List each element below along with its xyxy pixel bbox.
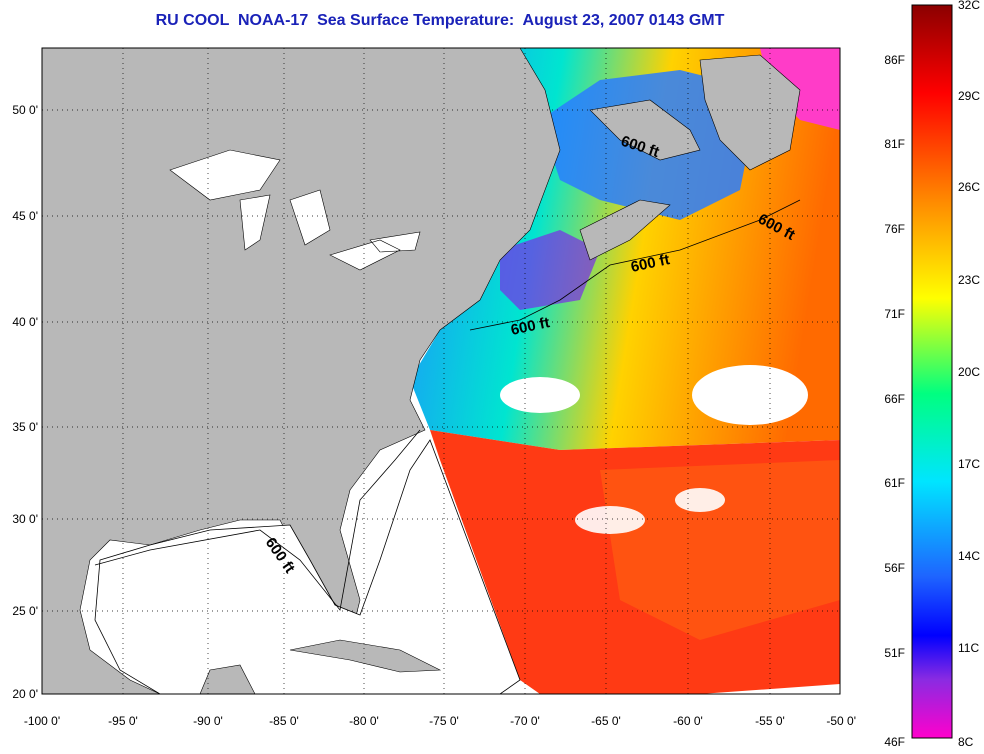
- longitude-tick-label: -65 0': [591, 714, 621, 728]
- colorbar-fahrenheit-label: 66F: [884, 392, 905, 406]
- map-title: RU COOL NOAA-17 Sea Surface Temperature:…: [155, 12, 725, 29]
- longitude-tick-label: -75 0': [429, 714, 459, 728]
- colorbar-celsius-label: 32C: [958, 0, 980, 12]
- colorbar-labels: 86F 81F 76F 71F 66F 61F 56F 51F 46F 32C 29C 26C 23C 2…: [884, 0, 980, 749]
- cloud-patch: [500, 377, 580, 413]
- colorbar-celsius-label: 14C: [958, 549, 980, 563]
- longitude-tick-label: -60 0': [673, 714, 703, 728]
- colorbar-celsius-label: 17C: [958, 457, 980, 471]
- colorbar-celsius-label: 11C: [958, 641, 979, 655]
- colorbar-fahrenheit-label: 71F: [884, 307, 905, 321]
- cloud-patch: [575, 506, 645, 534]
- colorbar: [911, 4, 953, 739]
- colorbar-fahrenheit-label: 61F: [884, 476, 905, 490]
- great-lakes: [169, 149, 421, 271]
- longitude-axis: -100 0' -95 0' -90 0' -85 0' -80 0' -75 0' -70…: [24, 714, 856, 728]
- maritime-land: [589, 99, 701, 161]
- sst-magenta-patch: [760, 48, 840, 130]
- colorbar-fahrenheit-label: 56F: [884, 561, 905, 575]
- cuba-land: [289, 639, 442, 673]
- colorbar-fahrenheit-label: 81F: [884, 137, 905, 151]
- sst-gulf-maine: [500, 230, 600, 310]
- isobath-contour: [94, 429, 421, 611]
- latitude-tick-label: 50 0': [12, 103, 38, 117]
- isobath-contour: [469, 199, 801, 331]
- colorbar-celsius-label: 8C: [958, 735, 974, 749]
- latitude-tick-label: 45 0': [12, 209, 38, 223]
- longitude-tick-label: -80 0': [349, 714, 379, 728]
- longitude-tick-label: -95 0': [108, 714, 138, 728]
- colorbar-celsius-label: 26C: [958, 180, 980, 194]
- plot-frame: [41, 47, 841, 695]
- longitude-tick-label: -50 0': [826, 714, 856, 728]
- latitude-axis: 50 0' 45 0' 40 0' 35 0' 30 0' 25 0' 20 0': [12, 103, 38, 701]
- longitude-tick-label: -70 0': [510, 714, 540, 728]
- latitude-tick-label: 30 0': [12, 512, 38, 526]
- nova-scotia-land: [579, 199, 671, 261]
- colorbar-fahrenheit-label: 46F: [884, 735, 905, 749]
- colorbar-fahrenheit-label: 51F: [884, 646, 905, 660]
- colorbar-celsius-label: 29C: [958, 89, 980, 103]
- sst-warm-patch: [600, 460, 840, 640]
- cloud-patch: [675, 488, 725, 512]
- map-gridlines: [42, 48, 840, 694]
- gulf-of-mexico: [94, 439, 521, 695]
- north-america-land: [41, 47, 561, 695]
- latitude-tick-label: 40 0': [12, 315, 38, 329]
- colorbar-fahrenheit-label: 76F: [884, 222, 905, 236]
- cloud-patch: [692, 365, 808, 425]
- latitude-tick-label: 25 0': [12, 604, 38, 618]
- colorbar-fahrenheit-label: 86F: [884, 53, 905, 67]
- longitude-tick-label: -90 0': [193, 714, 223, 728]
- latitude-tick-label: 20 0': [12, 687, 38, 701]
- colorbar-celsius-label: 23C: [958, 273, 980, 287]
- latitude-tick-label: 35 0': [12, 420, 38, 434]
- longitude-tick-label: -55 0': [755, 714, 785, 728]
- longitude-tick-label: -100 0': [24, 714, 60, 728]
- newfoundland-land: [699, 54, 801, 171]
- colorbar-celsius-label: 20C: [958, 365, 980, 379]
- longitude-tick-label: -85 0': [269, 714, 299, 728]
